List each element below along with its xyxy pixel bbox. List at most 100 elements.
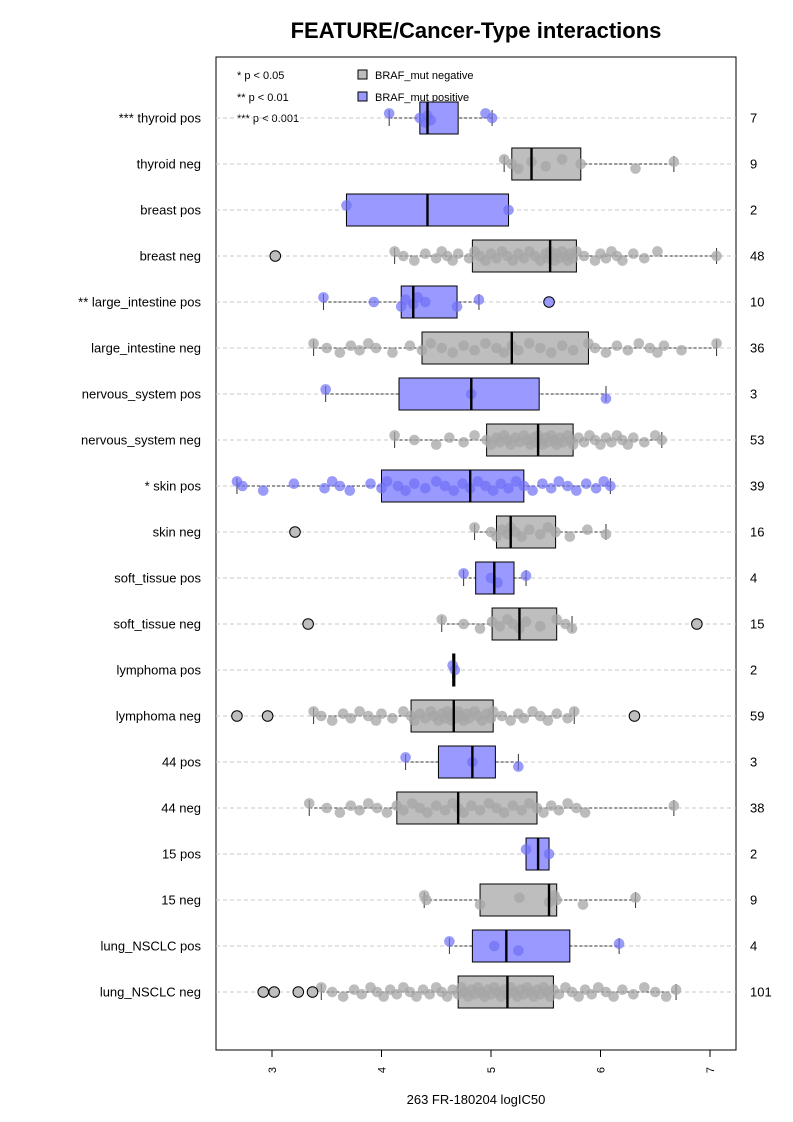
data-point	[356, 989, 368, 1000]
data-point	[376, 708, 387, 719]
data-point	[308, 706, 319, 717]
data-point	[458, 437, 469, 448]
row-count: 10	[750, 295, 764, 310]
data-point	[545, 347, 557, 358]
data-point	[416, 345, 428, 356]
row-label: soft_tissue neg	[114, 617, 201, 632]
chart-row: skin neg 16	[153, 515, 764, 549]
data-point	[567, 345, 579, 356]
data-point	[600, 393, 612, 404]
outlier-point	[257, 986, 270, 998]
data-point	[400, 485, 411, 496]
data-point	[409, 434, 420, 446]
outlier-point	[292, 986, 305, 998]
data-point	[611, 340, 623, 352]
data-point	[420, 296, 431, 308]
data-point	[363, 798, 374, 809]
data-point	[483, 798, 495, 809]
data-point	[573, 991, 584, 1002]
data-point	[494, 621, 506, 632]
data-point	[465, 800, 477, 811]
chart-row: large_intestine neg 36	[91, 331, 764, 365]
x-tick-label: 7	[705, 1067, 717, 1073]
x-tick-label: 5	[486, 1067, 498, 1073]
data-point	[628, 248, 639, 259]
data-point	[422, 807, 433, 818]
data-point	[337, 708, 349, 719]
data-point	[448, 485, 460, 496]
data-point	[562, 480, 573, 492]
data-point	[400, 294, 411, 306]
data-point	[381, 807, 393, 818]
data-point	[319, 483, 330, 494]
data-point	[345, 713, 357, 724]
data-point	[545, 800, 557, 811]
data-point	[326, 476, 338, 487]
data-point	[363, 710, 374, 722]
outlier-point	[306, 986, 319, 998]
data-point	[387, 713, 398, 724]
data-point	[505, 715, 517, 726]
data-point	[617, 984, 628, 995]
data-point	[498, 807, 510, 818]
data-point	[551, 614, 562, 625]
data-point	[414, 802, 426, 814]
data-point	[409, 478, 420, 490]
data-point	[491, 802, 502, 814]
row-count: 39	[750, 479, 764, 494]
chart-row: * skin pos 39	[145, 469, 764, 503]
row-label: nervous_system neg	[81, 433, 201, 448]
data-point	[370, 342, 382, 354]
data-point	[469, 345, 480, 356]
data-point	[398, 706, 409, 717]
data-point	[538, 807, 549, 818]
data-point	[308, 338, 319, 349]
data-point	[469, 430, 480, 441]
legend-significance-1: * p < 0.05	[237, 70, 284, 82]
data-point	[711, 250, 722, 262]
data-point	[421, 894, 432, 906]
data-point	[553, 476, 565, 487]
data-point	[649, 986, 661, 998]
data-point	[406, 798, 418, 809]
data-point	[439, 480, 451, 492]
data-point	[487, 706, 499, 717]
data-point	[571, 485, 582, 496]
row-count: 2	[750, 663, 757, 678]
data-point	[628, 432, 639, 444]
data-point	[257, 485, 269, 496]
box	[419, 101, 459, 135]
data-point	[658, 340, 670, 352]
box	[471, 929, 571, 963]
data-point	[447, 347, 458, 358]
row-count: 4	[750, 939, 757, 954]
outlier-point	[289, 526, 301, 538]
outlier-point	[691, 618, 703, 630]
data-point	[237, 480, 248, 492]
data-point	[288, 478, 300, 490]
chart-row: breast neg 48	[140, 239, 764, 273]
row-label: thyroid neg	[137, 157, 201, 172]
data-point	[303, 798, 315, 809]
data-point	[474, 805, 486, 816]
data-point	[498, 347, 510, 358]
data-point	[444, 432, 455, 444]
data-point	[398, 805, 409, 816]
data-point	[513, 163, 524, 174]
data-point	[451, 301, 463, 312]
data-point	[534, 621, 546, 632]
data-point	[430, 800, 442, 811]
data-point	[334, 807, 346, 818]
row-label: 15 pos	[162, 847, 202, 862]
data-point	[518, 713, 530, 724]
data-point	[578, 250, 590, 262]
data-point	[577, 899, 589, 910]
data-point	[480, 480, 491, 492]
data-point	[562, 713, 573, 724]
data-point	[381, 476, 393, 487]
chart-row: lymphoma pos 2	[116, 653, 757, 687]
data-point	[345, 800, 357, 811]
data-point	[444, 936, 455, 947]
data-point	[605, 480, 616, 492]
data-point	[389, 430, 400, 441]
